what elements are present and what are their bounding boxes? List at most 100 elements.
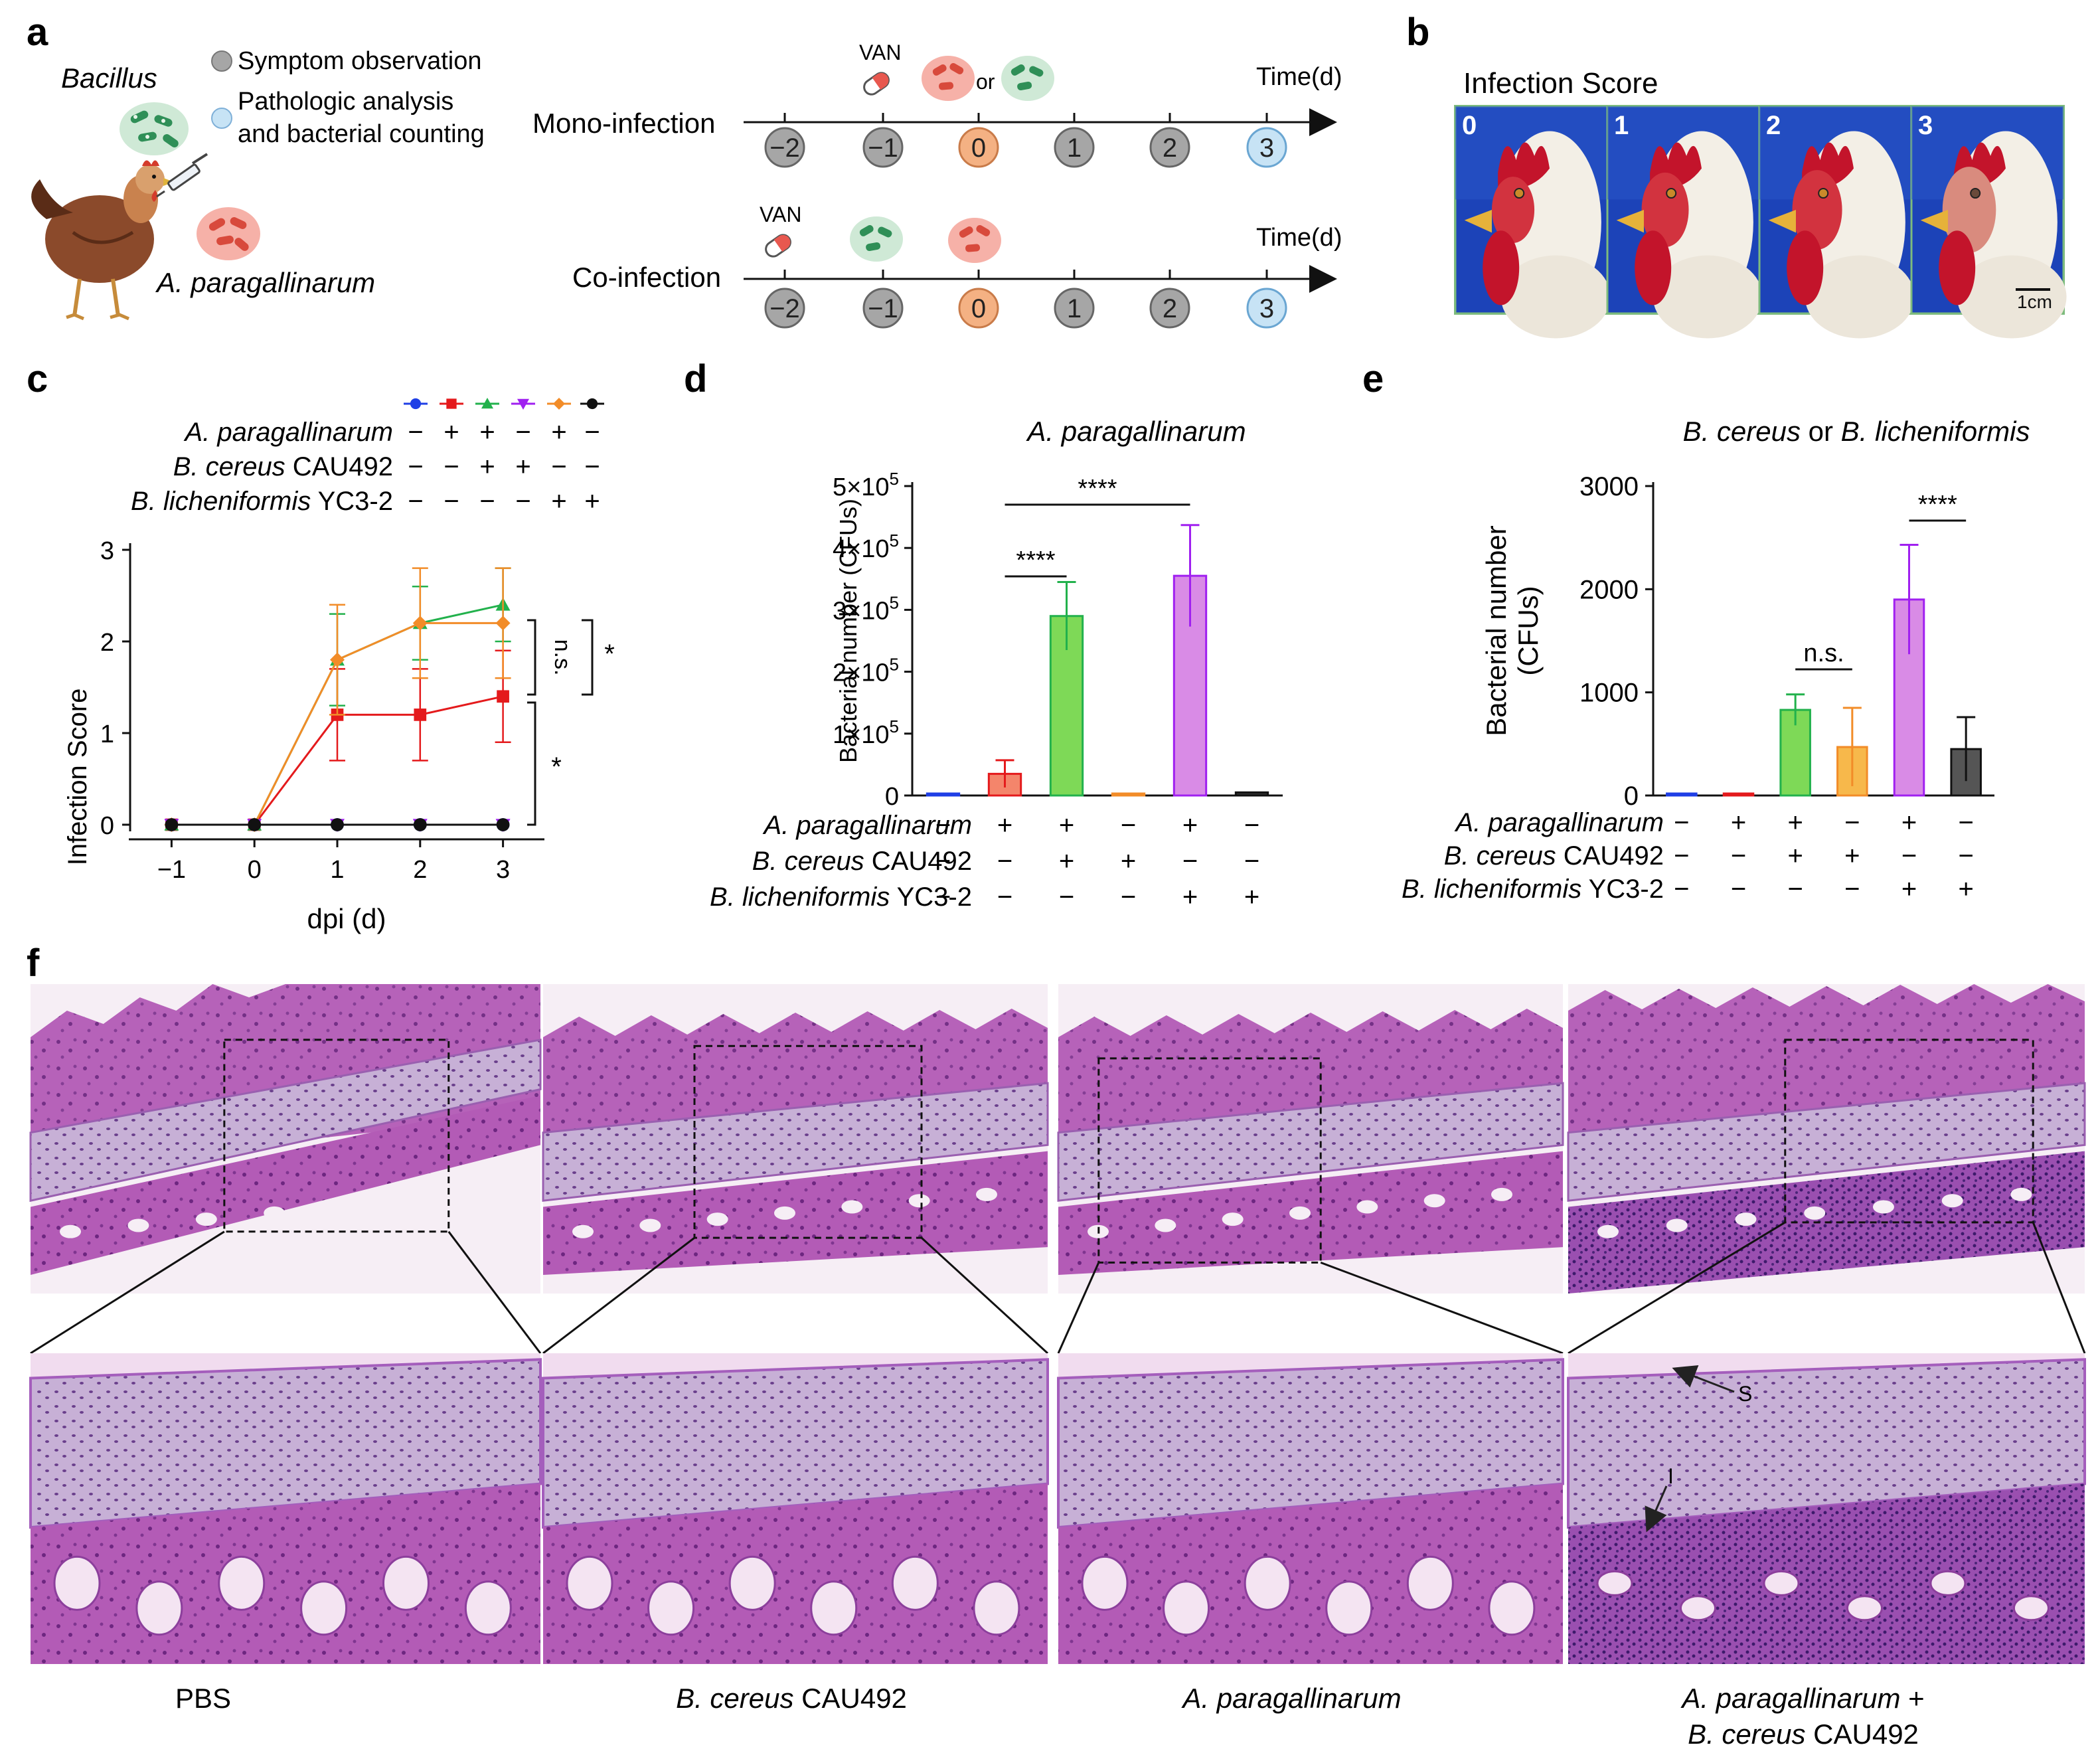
sign-cell: − [479,487,495,516]
histology-top-2 [1057,984,1564,1355]
caption-3-line2: B. cereus CAU492 [1688,1718,1919,1750]
zoom-box [1784,1039,2034,1224]
timeline-day-label: 1 [1067,133,1082,163]
gland-zoom [566,1555,613,1611]
annot-s-arrow [1672,1365,1735,1393]
row-label-plain: CAU492 [1556,841,1664,871]
row-label-italic: B. licheniformis [710,882,890,912]
legend-symptom: Symptom observation [238,47,482,75]
gland [1423,1194,1445,1208]
d-ylabel: Bacterial number (CFUs) [835,499,862,763]
sign-cell: + [1844,841,1860,871]
sign-cell: − [1844,875,1860,904]
row-label-italic: A. paragallinarum [184,418,394,447]
zoom-box [1097,1057,1322,1264]
ytick-label: 3×105 [833,592,899,625]
ytick-label: 1×105 [833,716,899,749]
sign-cell: − [584,452,600,481]
zoom-line [1057,1262,1100,1354]
pill-icon [863,72,890,96]
panel-b: Infection Score 0 1 2 3 1cm [1454,67,2067,339]
gland [1735,1212,1757,1226]
bacillus-label: Bacillus [61,62,157,94]
e-ylabel-2: (CFUs) [1512,586,1544,675]
bar [1666,792,1698,797]
sign-cell: − [1958,808,1973,837]
timeline-day-label: −1 [868,294,898,323]
gland-zoom [1163,1580,1210,1636]
annot-i-arrow [1645,1485,1668,1533]
row-label-italic: B. cereus [752,847,864,876]
row-label: B. cereus CAU492 [173,452,393,481]
gland-zoom [2012,1595,2050,1622]
timeline-day-marker [862,127,904,168]
row-label: A. paragallinarum [184,418,394,447]
sign-cell: + [479,452,495,481]
zoom-line [1320,1261,1564,1355]
data-point [414,709,427,721]
scale-bar-label: 1cm [2017,292,2052,312]
row-label-plain: YC3-2 [1581,875,1664,904]
ytick-exponent: 5 [890,531,899,550]
panel-label-e: e [1362,357,1384,400]
score-label: 1 [1614,111,1629,140]
c-xtick-label: 1 [330,856,344,884]
rooster-wattle [1939,230,1976,305]
sign-cell: + [551,418,566,447]
ytick-mantissa: 4×10 [833,535,890,563]
sign-cell: − [408,418,423,447]
row-label-italic: B. licheniformis [131,487,311,516]
c-xtick-label: −1 [157,856,186,884]
gland [706,1212,728,1226]
pill-icon [765,234,791,258]
bar [926,792,961,797]
ytick-label: 0 [885,783,899,811]
rooster-wattle [1787,230,1824,305]
row-label: A. paragallinarum [763,811,973,840]
zoom-line [447,1230,542,1354]
sign-cell: + [444,418,459,447]
ytick-mantissa: 5×10 [833,473,890,501]
row-label-italic: B. cereus [1444,841,1556,871]
data-point [497,690,509,703]
gland-zoom [810,1580,858,1636]
zoom-line [920,1237,1049,1355]
sign-cell: + [1787,808,1803,837]
row-label: B. cereus CAU492 [752,847,972,876]
gland [1804,1206,1826,1220]
caption-italic: B. cereus [1688,1718,1805,1750]
panel-a: Bacillus Symptom observation Pathologic … [31,41,1342,329]
sign-cell: − [1244,811,1259,840]
bar [1111,792,1146,797]
c-bracket-star2 [527,701,536,826]
sign-cell: + [551,487,566,516]
sign-cell: − [1731,875,1746,904]
legend-pathologic-2: and bacterial counting [238,120,485,148]
timeline-day-label: 0 [971,133,986,163]
gland [1222,1212,1244,1226]
ap-bacteria-icon [948,218,1001,263]
sign-cell: + [1182,882,1198,912]
sign-cell: − [515,487,530,516]
gland [908,1194,930,1208]
gland [1491,1187,1512,1201]
data-point [553,398,565,410]
ytick-mantissa: 1×10 [833,721,890,749]
e-title: B. cereus or B. licheniformis [1683,416,2030,447]
row-label-italic: A. paragallinarum [1455,808,1664,837]
timeline-day-marker [958,288,999,329]
panel-f: SI PBS B. cereus CAU492 A. paragallinarum A… [29,984,2086,1750]
sign-cell: − [1958,841,1973,871]
timeline-day-marker [862,288,904,329]
c-bracket-ns [527,619,536,696]
ytick-label: 4×105 [833,531,899,563]
panel-label-f: f [27,942,40,985]
sig-label: n.s. [1803,639,1844,667]
sign-cell: − [584,418,600,447]
gland-zoom [382,1555,430,1611]
histology-bottom-1 [542,1353,1049,1664]
score-label: 3 [1918,111,1933,140]
caption-2: A. paragallinarum [1180,1683,1401,1714]
sig-label: **** [1078,475,1117,503]
